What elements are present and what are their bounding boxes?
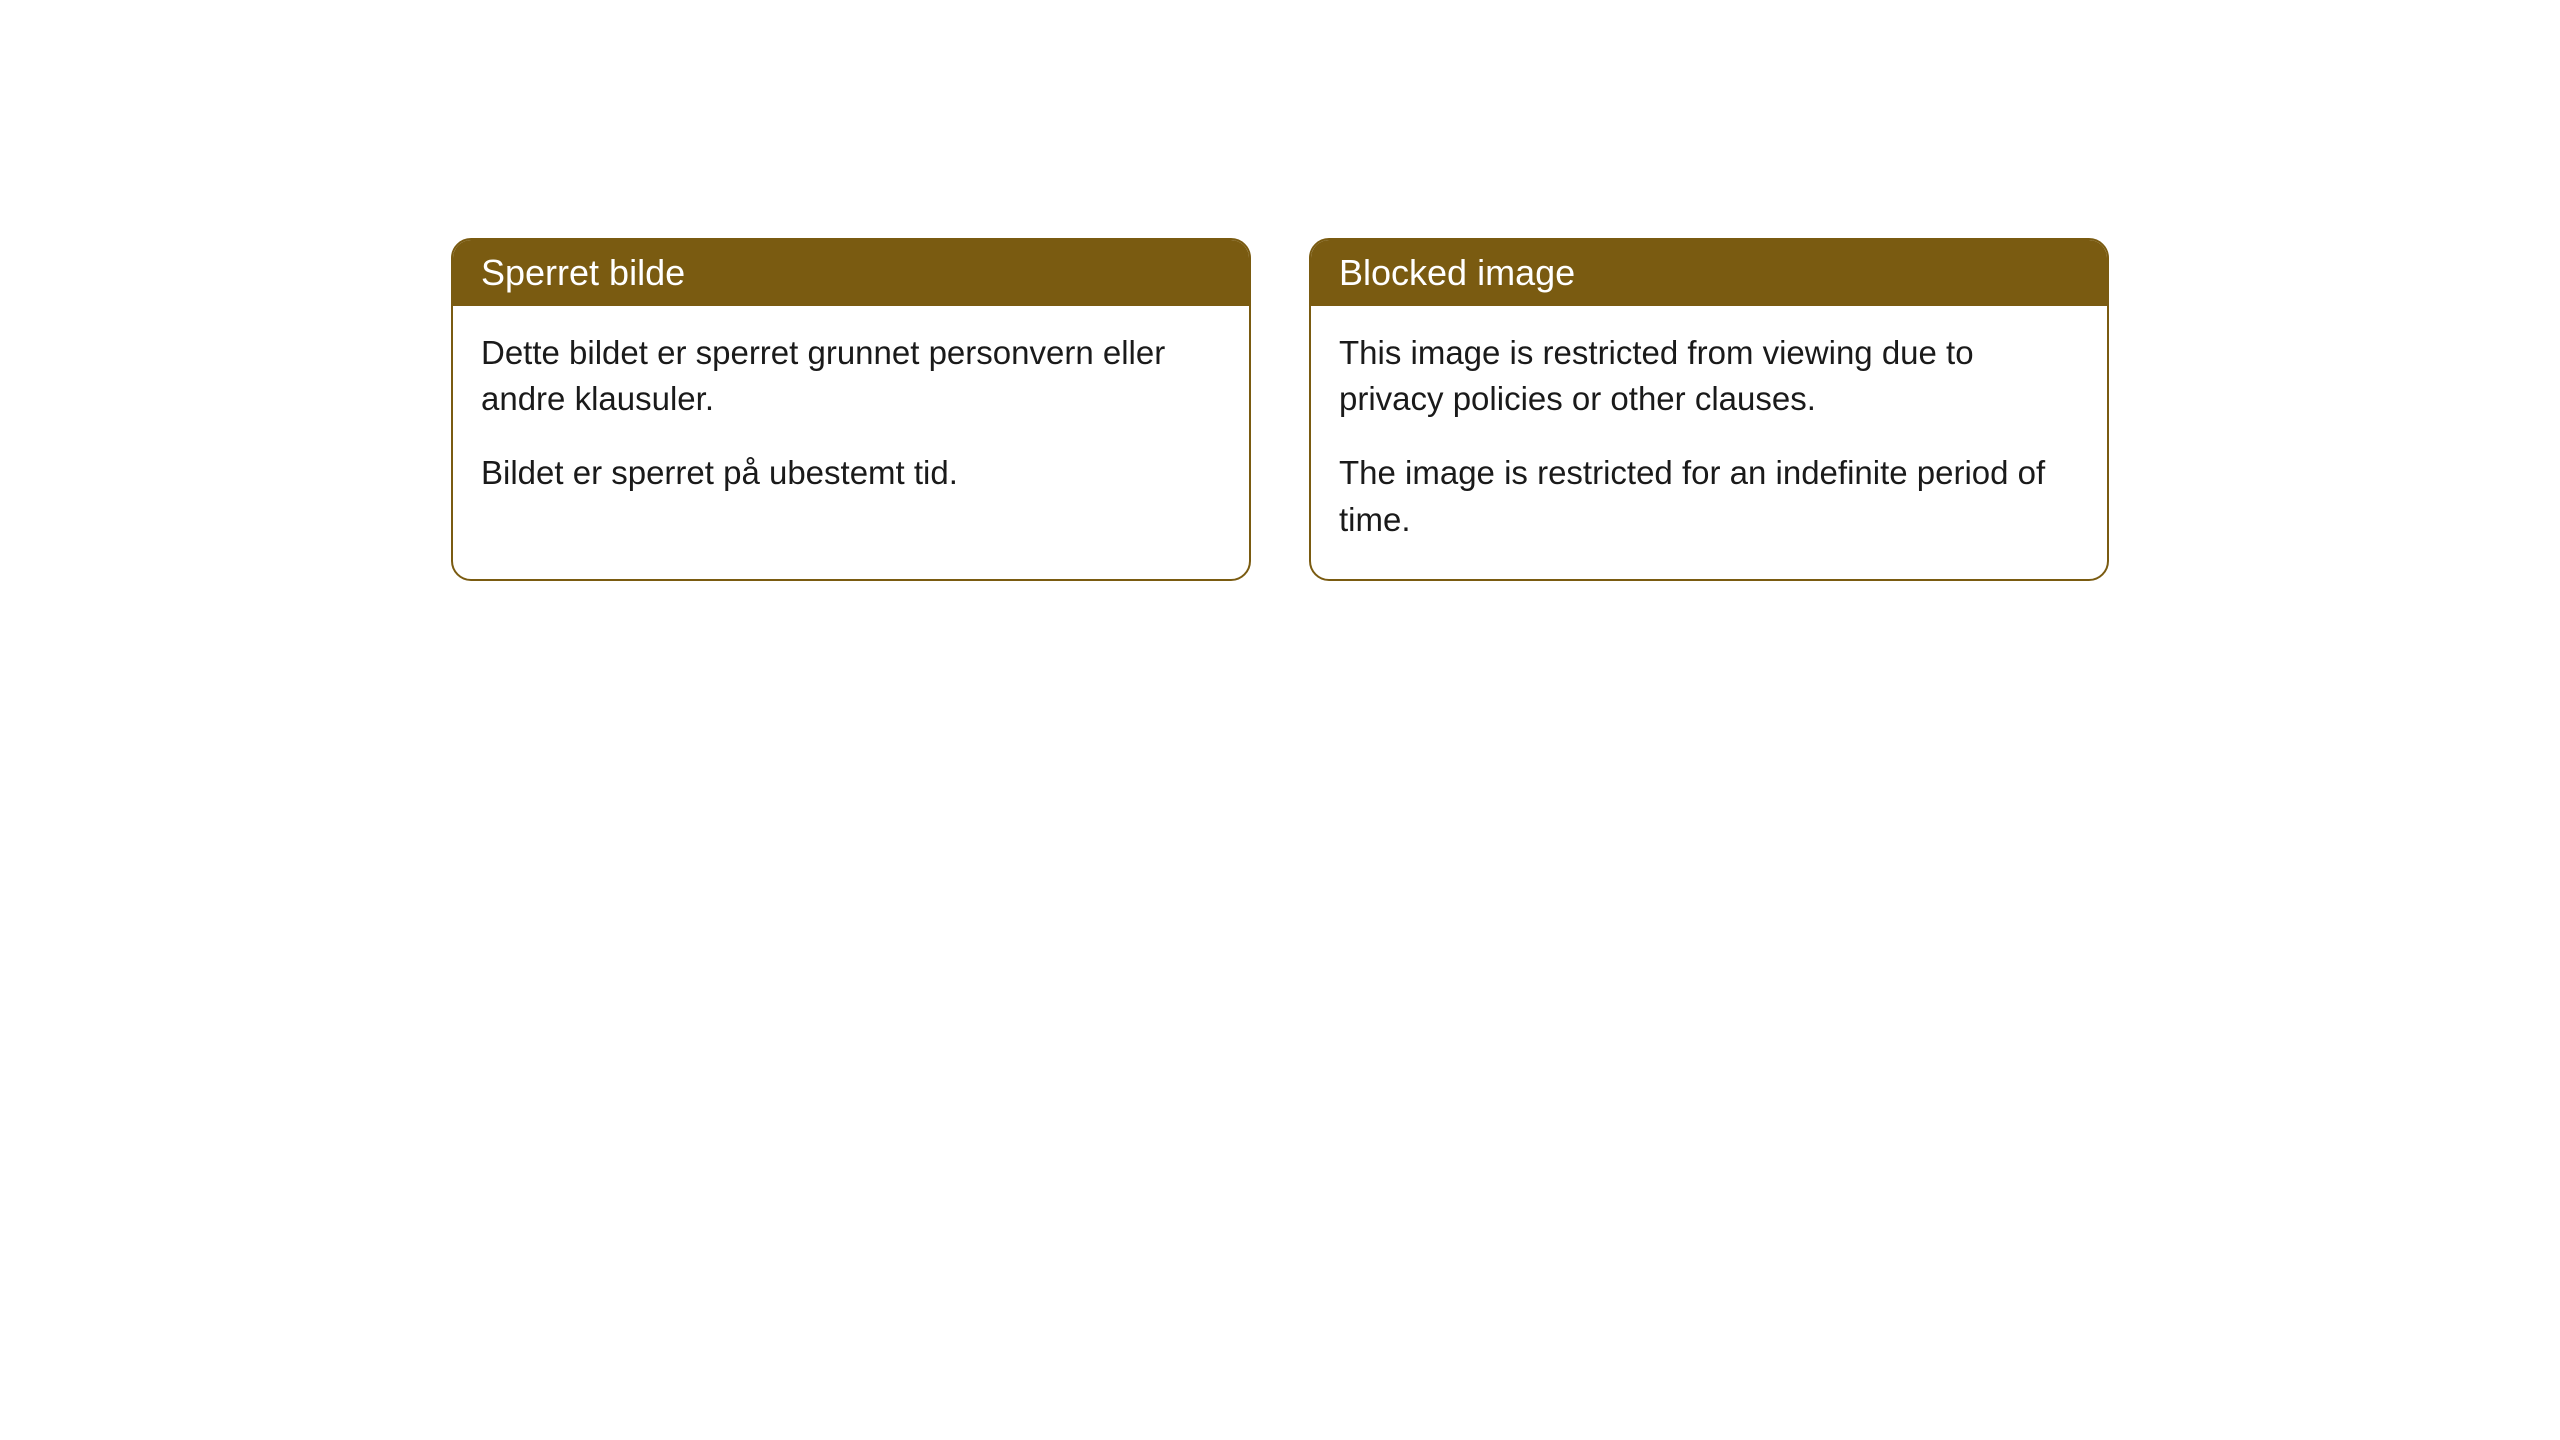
card-paragraph: Dette bildet er sperret grunnet personve… [481, 330, 1221, 422]
blocked-image-card-english: Blocked image This image is restricted f… [1309, 238, 2109, 581]
card-body: Dette bildet er sperret grunnet personve… [453, 306, 1249, 533]
card-header: Blocked image [1311, 240, 2107, 306]
notice-cards-container: Sperret bilde Dette bildet er sperret gr… [0, 238, 2560, 581]
card-title: Sperret bilde [481, 252, 685, 293]
card-header: Sperret bilde [453, 240, 1249, 306]
blocked-image-card-norwegian: Sperret bilde Dette bildet er sperret gr… [451, 238, 1251, 581]
card-paragraph: This image is restricted from viewing du… [1339, 330, 2079, 422]
card-paragraph: The image is restricted for an indefinit… [1339, 450, 2079, 542]
card-paragraph: Bildet er sperret på ubestemt tid. [481, 450, 1221, 496]
card-body: This image is restricted from viewing du… [1311, 306, 2107, 579]
card-title: Blocked image [1339, 252, 1575, 293]
